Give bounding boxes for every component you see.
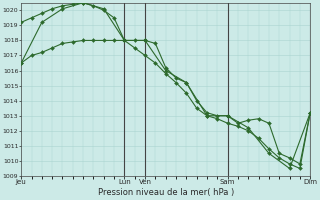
X-axis label: Pression niveau de la mer( hPa ): Pression niveau de la mer( hPa )	[98, 188, 234, 197]
